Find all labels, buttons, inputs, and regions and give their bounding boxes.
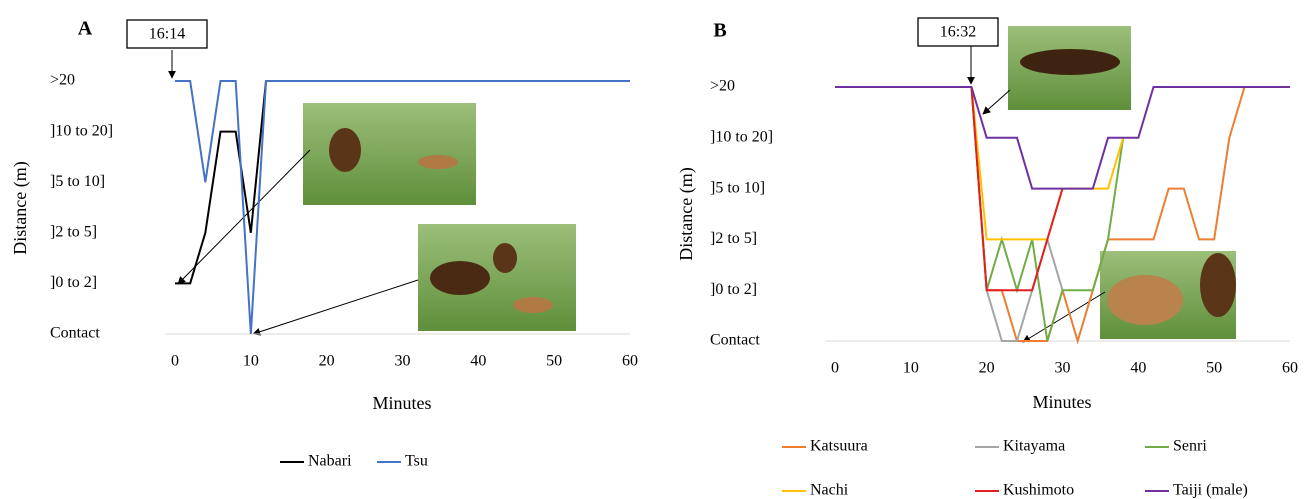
panel-label: A xyxy=(78,18,93,40)
y-tick-label: ]2 to 5] xyxy=(50,223,97,240)
y-tick-label: >20 xyxy=(50,72,75,89)
series-line xyxy=(970,86,1125,342)
x-axis-label: Minutes xyxy=(372,393,431,413)
x-tick-label: 50 xyxy=(546,353,562,370)
x-tick-label: 50 xyxy=(1206,360,1222,377)
y-axis-label: Distance (m) xyxy=(10,161,31,254)
x-tick-label: 30 xyxy=(1055,360,1071,377)
y-tick-label: ]5 to 10] xyxy=(710,179,765,196)
x-tick-label: 0 xyxy=(171,353,179,370)
annotation: 16:32 xyxy=(940,24,976,41)
legend-label: Kushimoto xyxy=(1003,482,1074,499)
photo-horse xyxy=(329,128,361,172)
x-axis-label: Minutes xyxy=(1032,392,1091,412)
photo-horse xyxy=(430,261,490,295)
annotation-box xyxy=(126,19,208,49)
y-axis-label: Distance (m) xyxy=(676,167,697,260)
series-line xyxy=(970,86,1064,342)
legend-label: Nabari xyxy=(308,453,352,470)
y-tick-label: Contact xyxy=(710,332,760,349)
y-tick-label: ]10 to 20] xyxy=(710,128,773,145)
legend-label: Tsu xyxy=(405,453,428,470)
x-tick-label: 10 xyxy=(903,360,919,377)
series-line xyxy=(970,86,1064,292)
y-tick-label: ]10 to 20] xyxy=(50,122,113,139)
series-line xyxy=(175,80,630,335)
photo-horse xyxy=(493,243,517,273)
annotation-box xyxy=(917,17,999,47)
photo xyxy=(303,103,476,205)
photo-horse xyxy=(1200,253,1236,317)
x-tick-label: 10 xyxy=(243,353,259,370)
legend-label: Taiji (male) xyxy=(1173,482,1248,499)
y-tick-label: ]0 to 2] xyxy=(50,274,97,291)
annotation: 16:14 xyxy=(149,26,185,43)
legend-label: Kitayama xyxy=(1003,438,1065,455)
panel-label: B xyxy=(713,20,726,42)
arrow xyxy=(982,89,1011,115)
x-tick-label: 20 xyxy=(319,353,335,370)
legend-label: Nachi xyxy=(810,482,849,499)
photo-horses xyxy=(1020,49,1120,75)
series-line xyxy=(835,86,1290,190)
photo-foal xyxy=(418,155,458,169)
y-tick-label: Contact xyxy=(50,325,100,342)
y-tick-label: ]2 to 5] xyxy=(710,230,757,247)
legend-label: Senri xyxy=(1173,438,1207,455)
x-tick-label: 20 xyxy=(979,360,995,377)
x-tick-label: 0 xyxy=(831,360,839,377)
legend-label: Katsuura xyxy=(810,438,868,455)
x-tick-label: 30 xyxy=(395,353,411,370)
x-tick-label: 60 xyxy=(622,353,638,370)
arrow xyxy=(1022,291,1106,343)
x-tick-label: 40 xyxy=(470,353,486,370)
y-tick-label: >20 xyxy=(710,78,735,95)
photo-foal xyxy=(513,297,553,313)
photo-foal xyxy=(1107,275,1183,325)
series-line xyxy=(175,80,630,285)
y-tick-label: ]5 to 10] xyxy=(50,173,105,190)
x-tick-label: 60 xyxy=(1282,360,1298,377)
y-tick-label: ]0 to 2] xyxy=(710,281,757,298)
arrow xyxy=(252,279,419,336)
x-tick-label: 40 xyxy=(1130,360,1146,377)
